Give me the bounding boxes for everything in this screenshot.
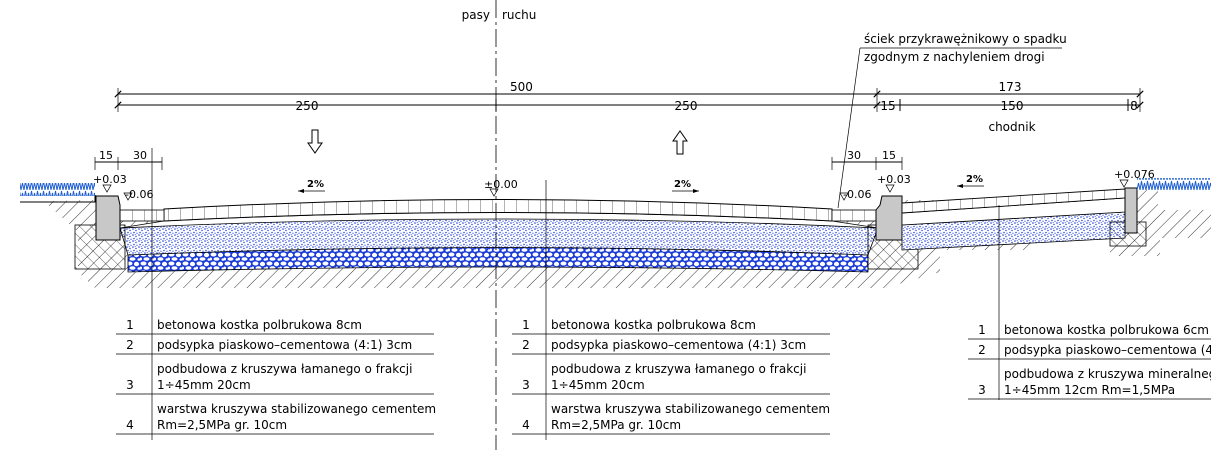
row-text: warstwa kruszywa stabilizowanego cemente…	[551, 402, 830, 416]
layer-table-road-left: 1 betonowa kostka polbrukowa 8cm 2 podsypka…	[116, 318, 436, 435]
svg-text:2%: 2%	[966, 174, 983, 185]
row-text: podsypka piaskowo–cementowa (4:1) 3cm	[157, 338, 412, 352]
table-row: 2 podsypka piaskowo–cementowa (4:1) 3cm	[512, 338, 830, 355]
row-number: 1	[522, 318, 530, 332]
curbs	[74, 195, 919, 270]
dim-total: 500	[510, 80, 533, 94]
row-text: Rm=2,5MPa gr. 10cm	[157, 418, 287, 432]
level-markers	[102, 179, 1129, 201]
slope-walk: 2%	[957, 174, 984, 188]
callout-line-2: zgodnym z nachyleniem drogi	[864, 50, 1045, 64]
table-row: 1 betonowa kostka polbrukowa 8cm	[116, 318, 434, 335]
level-right-curb: +0.03	[877, 173, 911, 186]
level-walk-edge: +0.076	[1114, 168, 1155, 181]
row-text: podbudowa z kruszywa łamanego o frakcji	[551, 362, 806, 376]
table-row: 1 betonowa kostka polbrukowa 8cm	[512, 318, 830, 335]
layer-table-road-right: 1 betonowa kostka polbrukowa 8cm 2 podsypka…	[512, 318, 830, 435]
row-number: 3	[978, 383, 986, 397]
row-text: podsypka piaskowo–cementowa (4:1) 3cm	[551, 338, 806, 352]
dim-walk-150: 150	[1001, 99, 1024, 113]
gutter-callout: ściek przykrawężnikowy o spadku zgodnym …	[837, 32, 1067, 209]
layer-table-walk: 1 betonowa kostka polbrukowa 6cm 2 podsypka…	[968, 323, 1211, 400]
slope-left: 2%	[298, 179, 325, 193]
row-text: 1÷45mm 20cm	[157, 378, 251, 392]
table-row: 2 podsypka piaskowo–cementowa (4:1	[968, 343, 1211, 360]
row-number: 1	[978, 323, 986, 337]
dim-walk-8: 8	[1130, 99, 1138, 113]
dim-right-30: 30	[847, 149, 861, 162]
table-row: 4 warstwa kruszywa stabilizowanego cement…	[512, 402, 830, 435]
svg-text:2%: 2%	[674, 179, 691, 190]
row-number: 3	[126, 378, 134, 392]
svg-text:2%: 2%	[307, 179, 324, 190]
traffic-arrow-up-icon	[672, 130, 688, 155]
row-text: warstwa kruszywa stabilizowanego cemente…	[157, 402, 436, 416]
level-right-gutter: -0.06	[843, 188, 871, 201]
row-number: 2	[126, 338, 134, 352]
level-left-curb: +0.03	[93, 173, 127, 186]
table-row: 3 podbudowa z kruszywa łamanego o frakcji…	[116, 362, 434, 395]
grass-right	[1137, 178, 1211, 190]
header-left: pasy	[462, 8, 490, 22]
right-curb	[875, 195, 903, 241]
left-gutter	[119, 209, 165, 222]
table-row: 4 warstwa kruszywa stabilizowanego cement…	[116, 402, 436, 435]
row-text: 1÷45mm 12cm Rm=1,5MPa	[1004, 383, 1175, 397]
walk-label: chodnik	[988, 120, 1035, 134]
row-text: podbudowa z kruszywa mineralnego	[1004, 367, 1211, 381]
dim-left-lane: 250	[296, 99, 319, 113]
edge-curb	[1124, 187, 1138, 234]
dim-left-15: 15	[99, 149, 113, 162]
row-number: 2	[978, 343, 986, 357]
row-number: 3	[522, 378, 530, 392]
row-text: podsypka piaskowo–cementowa (4:1	[1004, 343, 1211, 357]
traffic-arrow-down-icon	[307, 129, 323, 154]
dim-left-30: 30	[133, 149, 147, 162]
row-text: betonowa kostka polbrukowa 6cm	[1004, 323, 1209, 337]
row-text: 1÷45mm 20cm	[551, 378, 645, 392]
row-text: podbudowa z kruszywa łamanego o frakcji	[157, 362, 412, 376]
row-number: 2	[522, 338, 530, 352]
row-number: 4	[126, 418, 134, 432]
row-text: betonowa kostka polbrukowa 8cm	[157, 318, 362, 332]
grass-left	[20, 183, 95, 196]
road-layers	[119, 199, 879, 273]
table-row: 3 podbudowa z kruszywa mineralnego 1÷45mm …	[968, 367, 1211, 400]
level-center: ±0.00	[484, 178, 518, 191]
table-row: 2 podsypka piaskowo–cementowa (4:1) 3cm	[116, 338, 434, 355]
dim-right-15: 15	[882, 149, 896, 162]
header-right: ruchu	[502, 8, 536, 22]
row-text: Rm=2,5MPa gr. 10cm	[551, 418, 681, 432]
right-gutter	[831, 209, 877, 222]
level-left-gutter: -0.06	[125, 188, 153, 201]
slope-right: 2%	[672, 179, 699, 193]
dimension-lines	[94, 88, 1144, 170]
row-number: 4	[522, 418, 530, 432]
row-number: 1	[126, 318, 134, 332]
sidewalk-layers	[901, 187, 1147, 251]
row-text: betonowa kostka polbrukowa 8cm	[551, 318, 756, 332]
table-row: 1 betonowa kostka polbrukowa 6cm	[968, 323, 1211, 340]
left-curb	[95, 195, 121, 241]
dim-right-lane: 250	[675, 99, 698, 113]
table-row: 3 podbudowa z kruszywa łamanego o frakcji…	[512, 362, 830, 395]
dim-walk-total: 173	[999, 80, 1022, 94]
callout-line-1: ściek przykrawężnikowy o spadku	[864, 32, 1067, 46]
dim-walk-15: 15	[880, 99, 895, 113]
